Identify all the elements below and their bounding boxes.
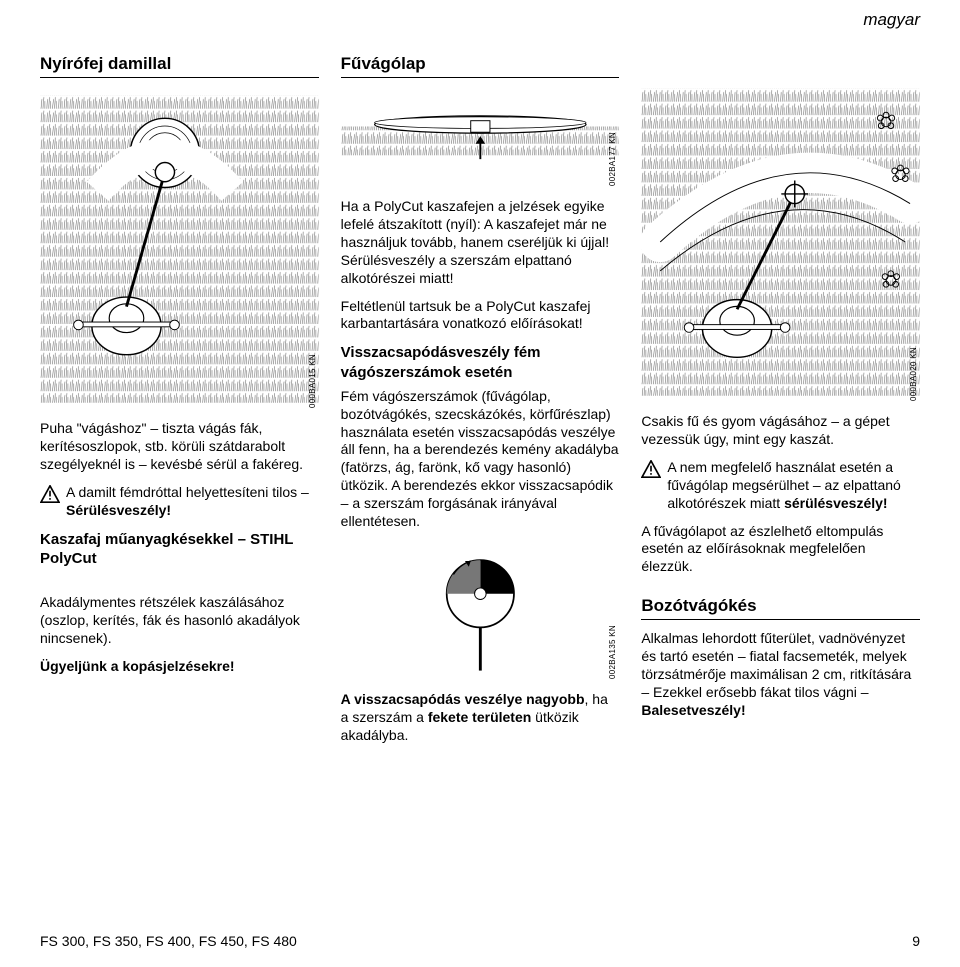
footer-page-number: 9	[912, 933, 920, 949]
language-label: magyar	[863, 10, 920, 30]
col3-p3: Alkalmas lehordott fűterület, vadnövényz…	[641, 630, 920, 720]
col1-warning: A damilt fémdróttal helyettesíteni tilos…	[40, 484, 319, 520]
col2-subtitle: Visszacsapódásveszély fém vágószerszámok…	[341, 343, 620, 381]
col2-figure-blade-side: 002BA177 KN	[341, 88, 620, 188]
col1-title: Nyírófej damillal	[40, 54, 319, 78]
column-1: Nyírófej damillal	[40, 54, 319, 755]
col2-p1: Ha a PolyCut kaszafejen a jelzések egyik…	[341, 198, 620, 288]
col1-warn-text-a: A damilt fémdróttal helyettesíteni tilos…	[66, 484, 309, 500]
footer-model-list: FS 300, FS 350, FS 400, FS 450, FS 480	[40, 933, 297, 949]
col2-title: Fűvágólap	[341, 54, 620, 78]
col2-p2: Feltétlenül tartsuk be a PolyCut kaszafe…	[341, 298, 620, 334]
col1-fig-code: 000BA015 KN	[308, 354, 317, 408]
column-3: 000BA020 KN Csakis fű és gyom vágásához …	[641, 54, 920, 755]
page-footer: FS 300, FS 350, FS 400, FS 450, FS 480 9	[40, 933, 920, 949]
col2-p4: A visszacsapódás veszélye nagyobb, ha a …	[341, 691, 620, 745]
col3-p2: A fűvágólapot az észlelhető eltompulás e…	[641, 523, 920, 577]
col1-p2: Akadálymentes rétszélek kaszálásához (os…	[40, 594, 319, 648]
three-column-layout: Nyírófej damillal	[40, 54, 920, 755]
warning-icon	[641, 460, 661, 478]
warning-icon	[40, 485, 60, 503]
col1-subtitle: Kaszafaj műanyagkésekkel – STIHL PolyCut	[40, 530, 319, 568]
col1-p3: Ügyeljünk a kopásjelzésekre!	[40, 658, 319, 676]
col2-p3: Fém vágószerszámok (fűvágólap, bozótvágó…	[341, 388, 620, 531]
col2-fig-code-top: 002BA177 KN	[608, 132, 617, 186]
col1-figure-grass-head: 000BA015 KN	[40, 88, 319, 410]
column-2: Fűvágólap	[341, 54, 620, 755]
col3-p1: Csakis fű és gyom vágásához – a gépet ve…	[641, 413, 920, 449]
col3-figure-mowing: 000BA020 KN	[641, 81, 920, 403]
col1-warn-text-b: Sérülésveszély!	[66, 502, 171, 518]
col2-fig-code-mid: 002BA135 KN	[608, 625, 617, 679]
col2-figure-kickback: 002BA135 KN	[341, 541, 620, 681]
col3-warn-text-b: sérülésveszély!	[784, 495, 888, 511]
col3-fig-code: 000BA020 KN	[909, 347, 918, 401]
col3-subtitle: Bozótvágókés	[641, 596, 920, 620]
col1-p1: Puha "vágáshoz" – tiszta vágás fák, kerí…	[40, 420, 319, 474]
col3-warning: A nem megfelelő használat esetén a fűvág…	[641, 459, 920, 513]
